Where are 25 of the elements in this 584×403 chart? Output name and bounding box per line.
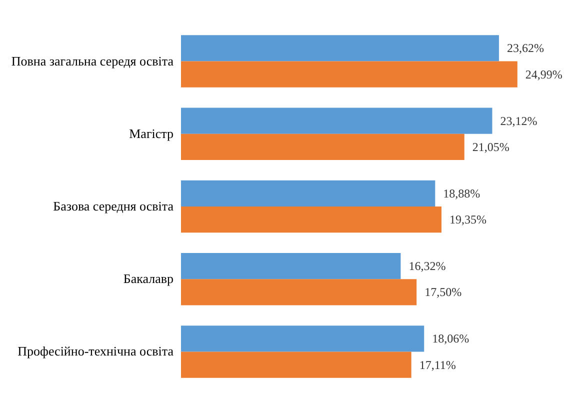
y-tick-label: Базова середня освіта [53, 198, 174, 214]
y-tick-label: Повна загальна середя освіта [11, 53, 174, 68]
data-label: 17,50% [424, 285, 462, 300]
y-tick-label: Бакалавр [123, 271, 174, 286]
data-label: 16,32% [408, 259, 446, 274]
bar [181, 134, 464, 160]
bar [181, 252, 401, 280]
data-label: 21,05% [472, 140, 510, 154]
data-label: 18,88% [443, 186, 480, 200]
bar [181, 352, 412, 378]
data-label: 19,35% [449, 212, 486, 227]
bar [181, 326, 424, 352]
data-label: 23,12% [500, 114, 538, 128]
data-label: 23,62% [506, 41, 544, 56]
bar [181, 61, 518, 88]
y-tick-label: Магістр [129, 126, 174, 141]
y-tick-label: Професійно-технічна освіта [18, 344, 174, 359]
bar [181, 279, 417, 306]
data-label: 17,11% [419, 358, 456, 372]
data-label: 24,99% [525, 67, 562, 82]
bar [181, 35, 499, 62]
data-label: 18,06% [432, 332, 470, 346]
bar [181, 206, 442, 233]
bar [181, 108, 492, 134]
bar [181, 180, 436, 206]
